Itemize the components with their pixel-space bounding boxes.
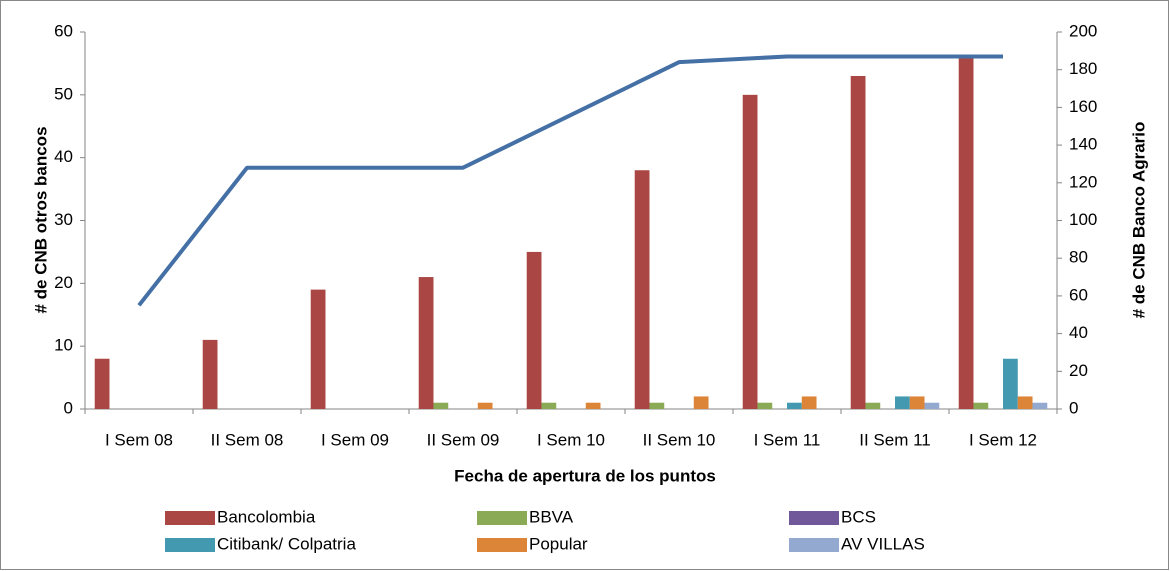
bar	[973, 402, 989, 409]
x-tick-label: I Sem 09	[321, 430, 389, 449]
bar	[433, 402, 449, 409]
y2-tick-label: 60	[1069, 285, 1088, 304]
y-tick-label: 10	[54, 336, 73, 355]
bar	[909, 396, 925, 409]
x-tick-label: I Sem 12	[969, 430, 1037, 449]
bar	[634, 170, 650, 409]
bar	[865, 402, 881, 409]
bar	[202, 339, 218, 409]
y2-tick-label: 140	[1069, 135, 1097, 154]
bar	[757, 402, 773, 409]
y2-tick-label: 200	[1069, 21, 1097, 40]
bar	[1032, 402, 1048, 409]
y2-tick-label: 120	[1069, 172, 1097, 191]
legend-label: Popular	[529, 534, 588, 553]
x-tick-label: II Sem 08	[211, 430, 284, 449]
legend-label: Bancolombia	[217, 507, 316, 526]
y2-axis-title: # de CNB Banco Agrario	[1129, 122, 1148, 319]
y-tick-label: 40	[54, 147, 73, 166]
x-tick-label: II Sem 10	[643, 430, 716, 449]
bar	[1003, 358, 1018, 409]
y2-tick-label: 40	[1069, 323, 1088, 342]
legend-label: BBVA	[529, 507, 574, 526]
y-tick-label: 0	[64, 398, 73, 417]
bar	[742, 94, 758, 409]
x-tick-label: I Sem 11	[754, 430, 821, 449]
bar	[649, 402, 665, 409]
y-axis-title: # de CNB otros bancos	[31, 126, 50, 313]
bar	[895, 396, 910, 409]
bar	[924, 402, 940, 409]
y2-tick-label: 180	[1069, 59, 1097, 78]
y2-tick-label: 160	[1069, 97, 1097, 116]
legend-label: Citibank/ Colpatria	[217, 534, 356, 553]
y2-tick-label: 100	[1069, 210, 1097, 229]
bar	[787, 402, 802, 409]
legend-swatch	[789, 511, 839, 525]
bar	[418, 277, 434, 409]
x-tick-label: II Sem 09	[427, 430, 500, 449]
y-tick-label: 20	[54, 273, 73, 292]
y2-tick-label: 0	[1069, 398, 1078, 417]
bar	[477, 402, 493, 409]
legend-label: BCS	[841, 507, 876, 526]
bar	[585, 402, 601, 409]
bar	[310, 289, 326, 409]
x-tick-label: II Sem 11	[859, 430, 931, 449]
x-tick-label: I Sem 08	[105, 430, 173, 449]
legend-swatch	[165, 538, 215, 552]
y-tick-label: 30	[54, 210, 73, 229]
bar	[801, 396, 817, 409]
legend-swatch	[477, 538, 527, 552]
y2-tick-label: 80	[1069, 248, 1088, 267]
line-series	[137, 54, 1003, 307]
bar	[94, 358, 110, 409]
x-axis-title: Fecha de apertura de los puntos	[454, 466, 716, 485]
legend-swatch	[477, 511, 527, 525]
bar	[850, 75, 866, 409]
legend-swatch	[165, 511, 215, 525]
bar	[958, 57, 974, 410]
y-tick-label: 60	[54, 21, 73, 40]
bar	[526, 251, 542, 409]
bar	[1017, 396, 1033, 409]
legend-label: AV VILLAS	[841, 534, 925, 553]
legend-swatch	[789, 538, 839, 552]
bar	[693, 396, 709, 409]
y-tick-label: 50	[54, 84, 73, 103]
bar	[541, 402, 557, 409]
x-tick-label: I Sem 10	[537, 430, 605, 449]
y2-tick-label: 20	[1069, 361, 1088, 380]
